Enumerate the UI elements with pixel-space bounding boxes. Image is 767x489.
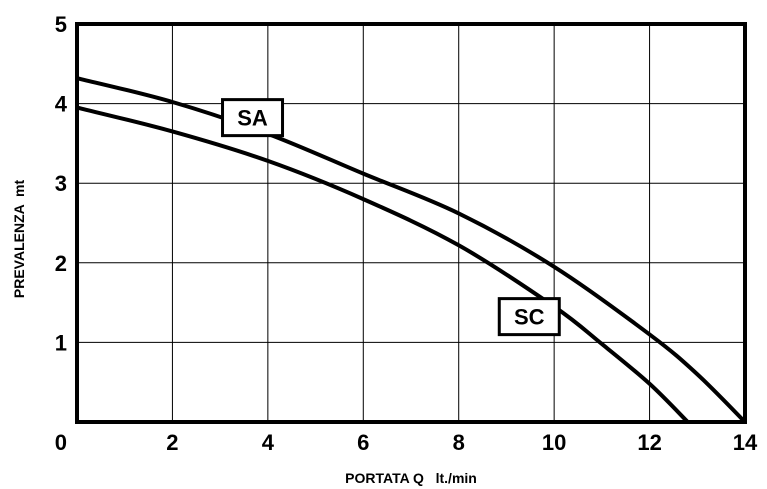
- curves: [76, 76, 747, 424]
- series-label-text: SA: [237, 106, 268, 131]
- y-tick-label: 3: [55, 171, 67, 196]
- series-label-box: [221, 98, 285, 138]
- grid-lines: [77, 24, 745, 422]
- y-tick-label: 2: [55, 251, 67, 276]
- x-tick-label: 8: [453, 430, 465, 455]
- y-tick-label: 4: [55, 92, 68, 117]
- series-label-box: [497, 297, 561, 337]
- series-label-sc: SC: [497, 297, 561, 337]
- x-tick-label: 2: [166, 430, 178, 455]
- x-tick-label: 12: [637, 430, 661, 455]
- x-tick-label: 10: [542, 430, 566, 455]
- plot-frame: [75, 22, 747, 424]
- x-axis-title: PORTATA Q lt./min: [345, 470, 477, 486]
- x-tick-label: 14: [733, 430, 758, 455]
- series-curve-sa: [76, 76, 747, 424]
- series-label-sa: SA: [221, 98, 285, 138]
- series-labels: SA SC: [221, 98, 561, 337]
- series-label-text: SC: [514, 305, 545, 330]
- x-tick-label: 0: [55, 430, 67, 455]
- y-tick-label: 1: [55, 330, 67, 355]
- y-axis-title: PREVALENZA mt: [11, 180, 27, 299]
- series-curve-sc: [76, 105, 690, 424]
- y-tick-label: 5: [55, 12, 67, 37]
- x-tick-label: 4: [262, 430, 275, 455]
- x-tick-label: 6: [357, 430, 369, 455]
